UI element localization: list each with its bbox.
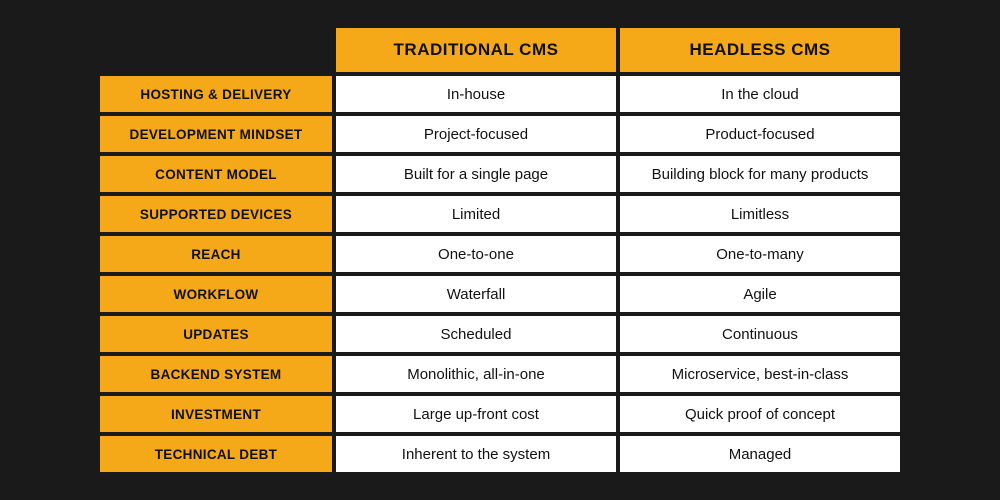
page-container: TRADITIONAL CMS HEADLESS CMS HOSTING & D… — [0, 0, 1000, 500]
data-cell: Product-focused — [620, 116, 900, 152]
data-cell: Microservice, best-in-class — [620, 356, 900, 392]
row-label: UPDATES — [100, 316, 332, 352]
table-row: INVESTMENTLarge up-front costQuick proof… — [100, 396, 900, 432]
comparison-table: TRADITIONAL CMS HEADLESS CMS HOSTING & D… — [96, 24, 904, 476]
row-label: WORKFLOW — [100, 276, 332, 312]
data-cell: In the cloud — [620, 76, 900, 112]
data-cell: Waterfall — [336, 276, 616, 312]
row-label: TECHNICAL DEBT — [100, 436, 332, 472]
data-cell: Agile — [620, 276, 900, 312]
data-cell: Limitless — [620, 196, 900, 232]
data-cell: Managed — [620, 436, 900, 472]
data-cell: Large up-front cost — [336, 396, 616, 432]
data-cell: One-to-many — [620, 236, 900, 272]
table-row: HOSTING & DELIVERYIn-houseIn the cloud — [100, 76, 900, 112]
data-cell: One-to-one — [336, 236, 616, 272]
data-cell: In-house — [336, 76, 616, 112]
data-cell: Building block for many products — [620, 156, 900, 192]
data-cell: Quick proof of concept — [620, 396, 900, 432]
table-row: REACHOne-to-oneOne-to-many — [100, 236, 900, 272]
table-row: BACKEND SYSTEMMonolithic, all-in-oneMicr… — [100, 356, 900, 392]
data-cell: Scheduled — [336, 316, 616, 352]
table-row: TECHNICAL DEBTInherent to the systemMana… — [100, 436, 900, 472]
column-header-headless: HEADLESS CMS — [620, 28, 900, 72]
table-row: DEVELOPMENT MINDSETProject-focusedProduc… — [100, 116, 900, 152]
row-label: HOSTING & DELIVERY — [100, 76, 332, 112]
row-label: INVESTMENT — [100, 396, 332, 432]
data-cell: Built for a single page — [336, 156, 616, 192]
row-label: REACH — [100, 236, 332, 272]
row-label: CONTENT MODEL — [100, 156, 332, 192]
row-label: SUPPORTED DEVICES — [100, 196, 332, 232]
table-row: UPDATESScheduledContinuous — [100, 316, 900, 352]
table-body: HOSTING & DELIVERYIn-houseIn the cloud DE… — [100, 76, 900, 472]
column-header-traditional: TRADITIONAL CMS — [336, 28, 616, 72]
table-header-row: TRADITIONAL CMS HEADLESS CMS — [100, 28, 900, 72]
table-row: WORKFLOWWaterfallAgile — [100, 276, 900, 312]
row-label: DEVELOPMENT MINDSET — [100, 116, 332, 152]
data-cell: Limited — [336, 196, 616, 232]
table-row: SUPPORTED DEVICESLimitedLimitless — [100, 196, 900, 232]
table-row: CONTENT MODELBuilt for a single pageBuil… — [100, 156, 900, 192]
data-cell: Inherent to the system — [336, 436, 616, 472]
data-cell: Project-focused — [336, 116, 616, 152]
row-label: BACKEND SYSTEM — [100, 356, 332, 392]
data-cell: Monolithic, all-in-one — [336, 356, 616, 392]
data-cell: Continuous — [620, 316, 900, 352]
header-empty-cell — [100, 28, 332, 72]
